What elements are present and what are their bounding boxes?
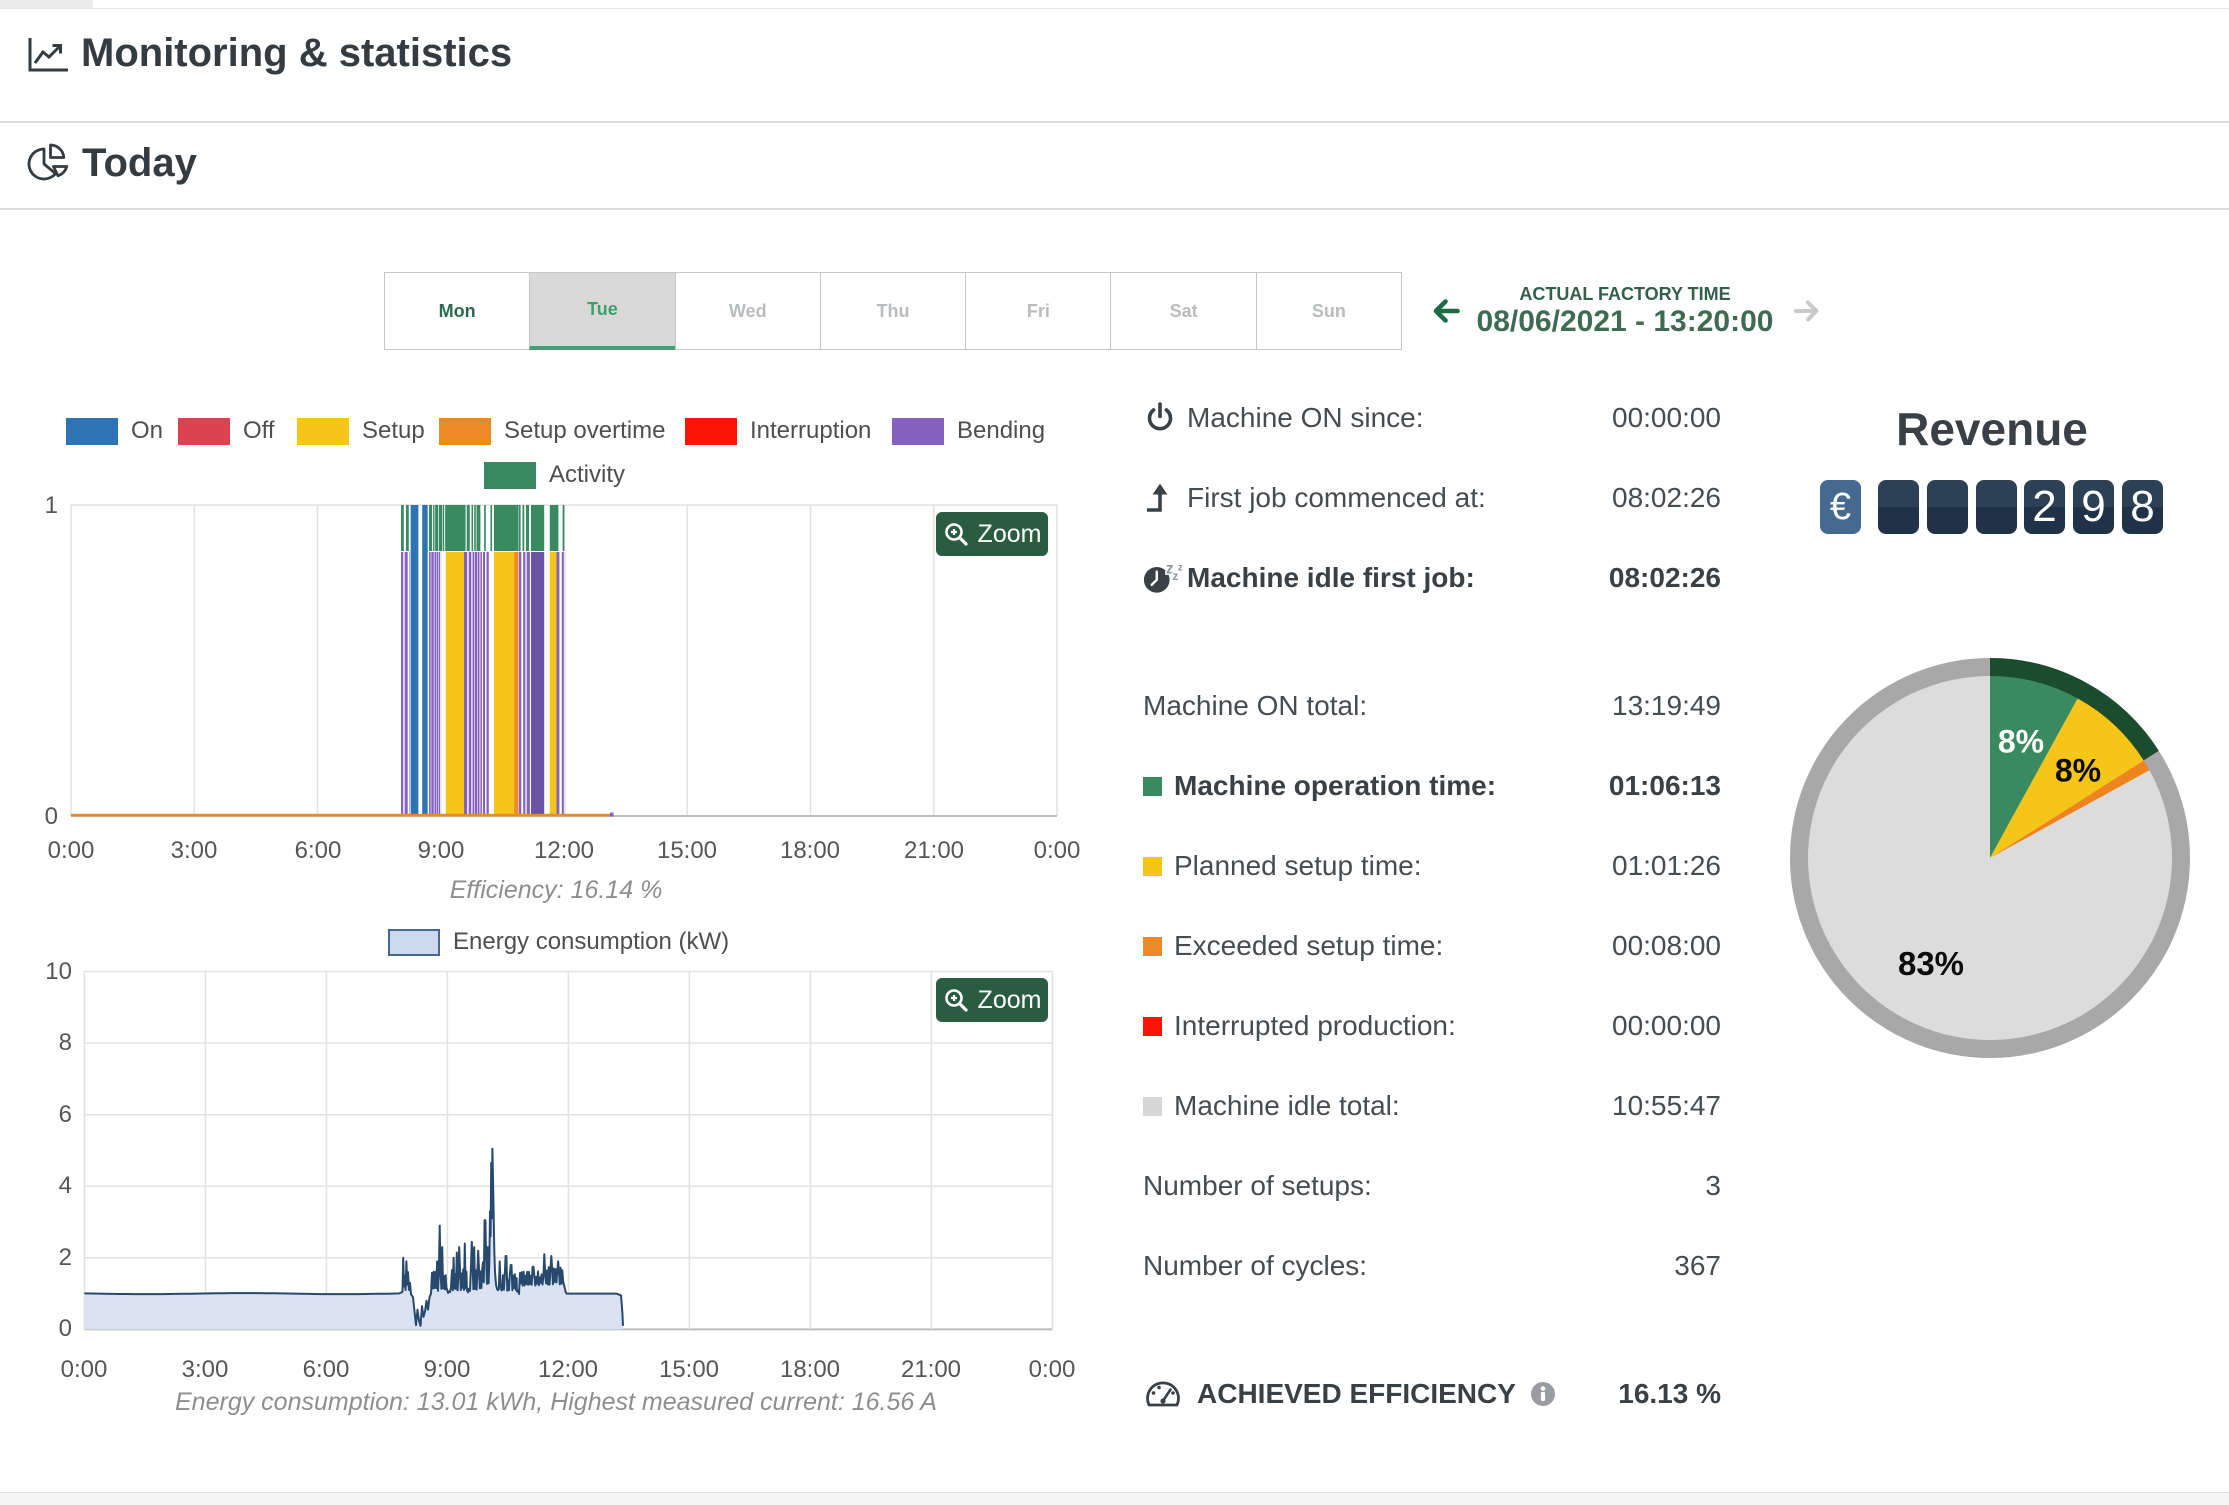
svg-text:z: z (1178, 563, 1183, 574)
svg-text:z: z (1172, 569, 1178, 583)
svg-text:z: z (1166, 560, 1174, 577)
